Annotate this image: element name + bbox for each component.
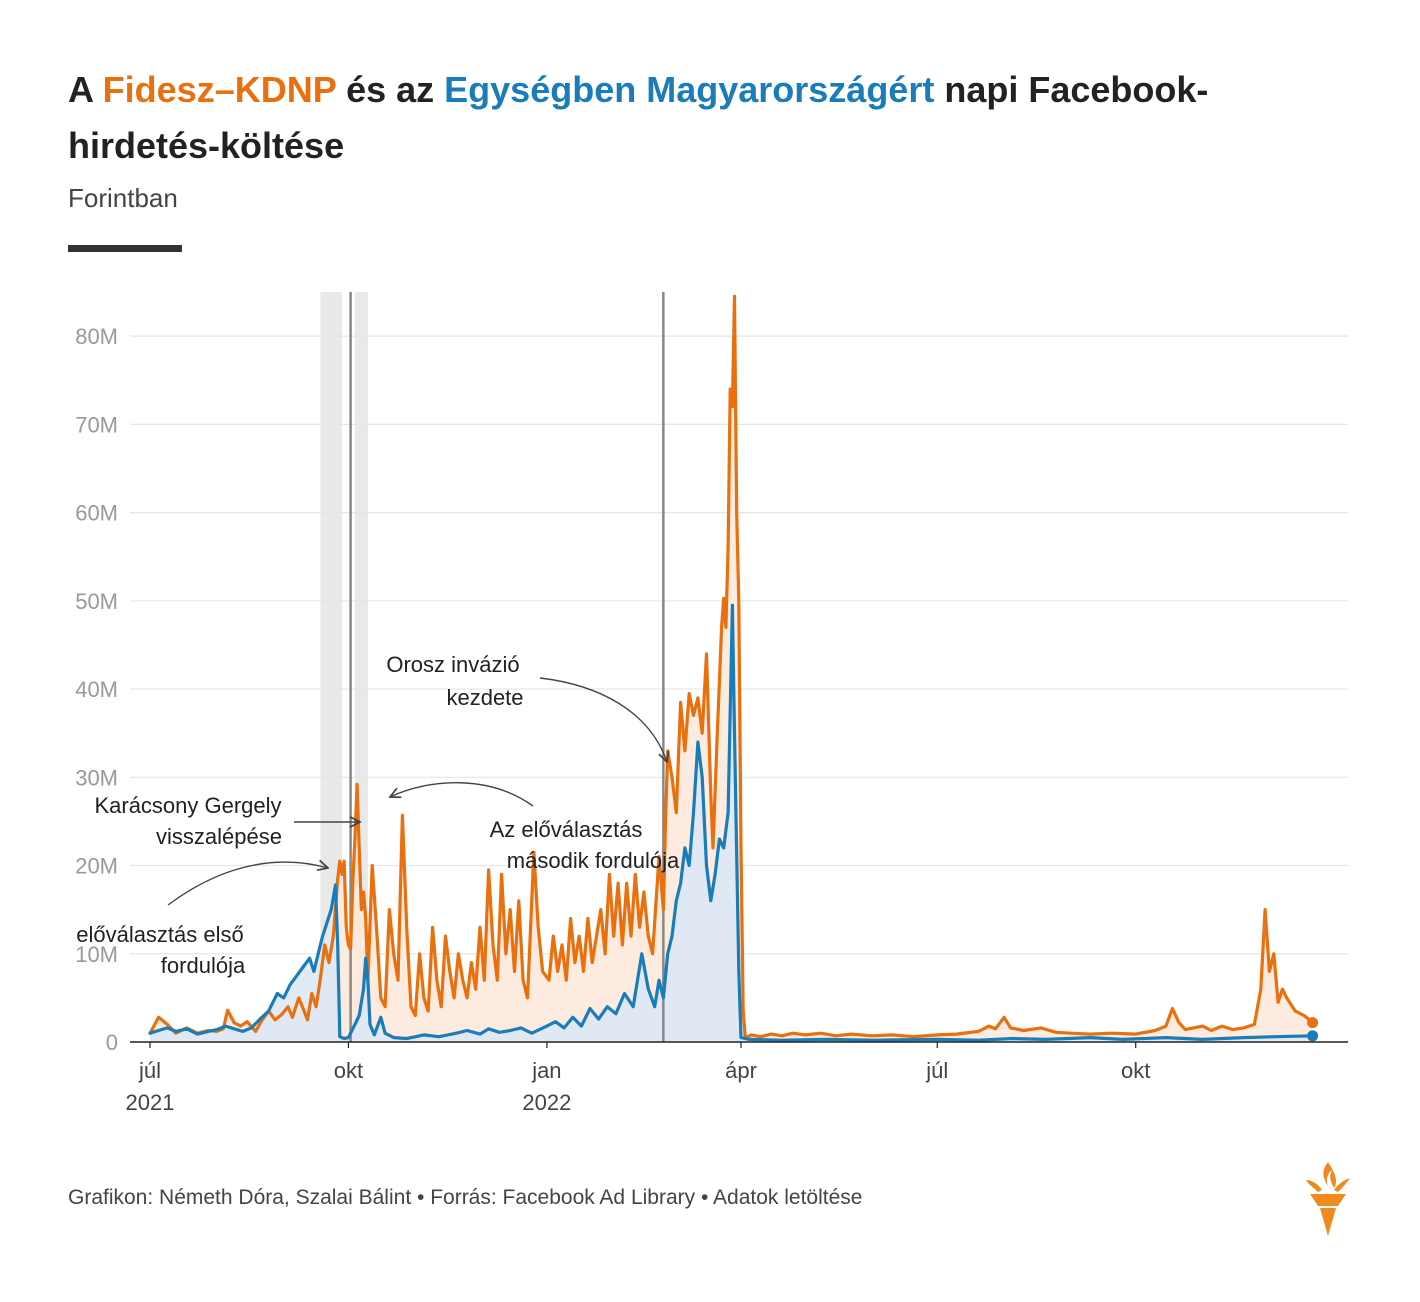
series-endpoint-fidesz <box>1307 1017 1319 1029</box>
x-tick-label: júl <box>925 1058 948 1083</box>
y-tick-label: 70M <box>75 412 118 437</box>
series-area-egyseg <box>150 605 1313 1042</box>
x-tick-label: jan <box>531 1058 561 1083</box>
title-rule <box>68 245 182 252</box>
footer-source: Forrás: Facebook Ad Library <box>430 1186 696 1209</box>
x-tick-label: ápr <box>725 1058 757 1083</box>
title-suffix: napi Facebook-hirdetés-költése <box>68 69 1209 166</box>
x-tick-year-label: 2021 <box>126 1090 175 1115</box>
y-tick-label: 0 <box>106 1030 118 1055</box>
x-tick-label: okt <box>1121 1058 1150 1083</box>
title-party-fidesz: Fidesz–KDNP <box>102 69 337 110</box>
annotation-withdrawal-line1: Karácsony Gergely <box>94 793 281 818</box>
footer-download-link[interactable]: Adatok letöltése <box>713 1186 863 1209</box>
rferl-torch-logo-icon <box>1306 1162 1350 1236</box>
footer-separator: • <box>411 1186 431 1209</box>
annotation-second-round-line2: második fordulója <box>507 848 680 873</box>
series-line-fidesz <box>148 294 1315 1040</box>
chart-subtitle: Forintban <box>68 183 178 213</box>
arrow-first-round <box>167 862 328 906</box>
annotation-first-round-line1: előválasztás első <box>76 922 244 947</box>
x-tick-year-label: 2022 <box>522 1090 571 1115</box>
arrow-second-round <box>390 781 534 807</box>
title-middle: és az <box>336 69 445 110</box>
footer-credit: Grafikon: Németh Dóra, Szalai Bálint <box>68 1186 412 1209</box>
title-party-egyseg: Egységben Magyarországért <box>444 69 935 110</box>
annotation-invasion-line1: Orosz invázió <box>386 652 519 677</box>
title-prefix: A <box>68 69 103 110</box>
y-tick-label: 20M <box>75 854 118 879</box>
y-tick-label: 30M <box>75 765 118 790</box>
footer-separator: • <box>695 1186 714 1209</box>
chart-footer: Grafikon: Németh Dóra, Szalai Bálint • F… <box>68 1186 862 1210</box>
annotation-withdrawal-line2: visszalépése <box>156 824 282 849</box>
arrow-invasion <box>539 677 667 762</box>
y-tick-label: 80M <box>75 324 118 349</box>
line-chart: 0 10M 20M 30M 40M 50M 60M 70M 80M júl 2021 okt jan 20… <box>75 292 1348 1115</box>
series-endpoint-egyseg <box>1307 1030 1319 1042</box>
x-tick-label: okt <box>334 1058 363 1083</box>
x-tick-label: júl <box>138 1058 161 1083</box>
y-tick-label: 50M <box>75 589 118 614</box>
y-tick-label: 60M <box>75 501 118 526</box>
annotation-second-round-line1: Az előválasztás <box>490 817 643 842</box>
y-tick-label: 40M <box>75 677 118 702</box>
series-line-egyseg <box>148 603 1315 1042</box>
chart-title: A Fidesz–KDNP és az Egységben Magyarorsz… <box>68 62 1328 174</box>
shaded-period-1 <box>320 292 342 1042</box>
y-tick-label: 10M <box>75 942 118 967</box>
annotation-invasion-line2: kezdete <box>446 685 523 710</box>
annotation-first-round-line2: fordulója <box>161 953 246 978</box>
